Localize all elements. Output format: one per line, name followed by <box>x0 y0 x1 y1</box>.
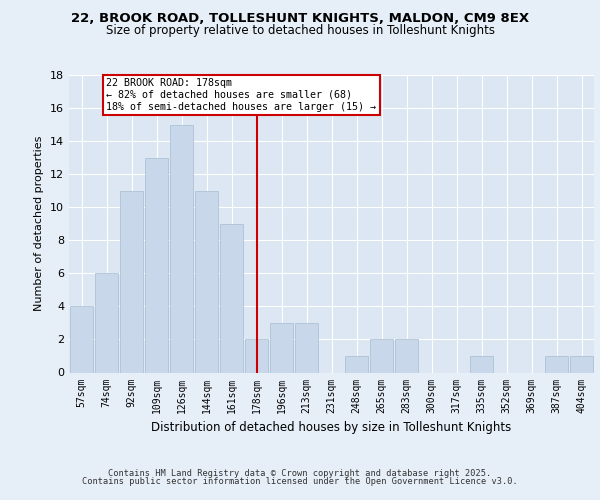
Bar <box>70 306 94 372</box>
Text: 22, BROOK ROAD, TOLLESHUNT KNIGHTS, MALDON, CM9 8EX: 22, BROOK ROAD, TOLLESHUNT KNIGHTS, MALD… <box>71 12 529 26</box>
Bar <box>569 356 593 372</box>
Bar <box>170 124 193 372</box>
Bar <box>344 356 368 372</box>
Text: Size of property relative to detached houses in Tolleshunt Knights: Size of property relative to detached ho… <box>106 24 494 37</box>
Bar <box>95 274 118 372</box>
Bar <box>470 356 493 372</box>
X-axis label: Distribution of detached houses by size in Tolleshunt Knights: Distribution of detached houses by size … <box>151 421 512 434</box>
Bar <box>370 340 394 372</box>
Text: 22 BROOK ROAD: 178sqm
← 82% of detached houses are smaller (68)
18% of semi-deta: 22 BROOK ROAD: 178sqm ← 82% of detached … <box>107 78 377 112</box>
Bar <box>545 356 568 372</box>
Bar <box>119 190 143 372</box>
Bar <box>194 190 218 372</box>
Bar <box>269 323 293 372</box>
Bar <box>245 340 268 372</box>
Bar <box>395 340 418 372</box>
Text: Contains public sector information licensed under the Open Government Licence v3: Contains public sector information licen… <box>82 477 518 486</box>
Bar <box>145 158 169 372</box>
Bar <box>295 323 319 372</box>
Text: Contains HM Land Registry data © Crown copyright and database right 2025.: Contains HM Land Registry data © Crown c… <box>109 468 491 477</box>
Bar <box>220 224 244 372</box>
Y-axis label: Number of detached properties: Number of detached properties <box>34 136 44 312</box>
